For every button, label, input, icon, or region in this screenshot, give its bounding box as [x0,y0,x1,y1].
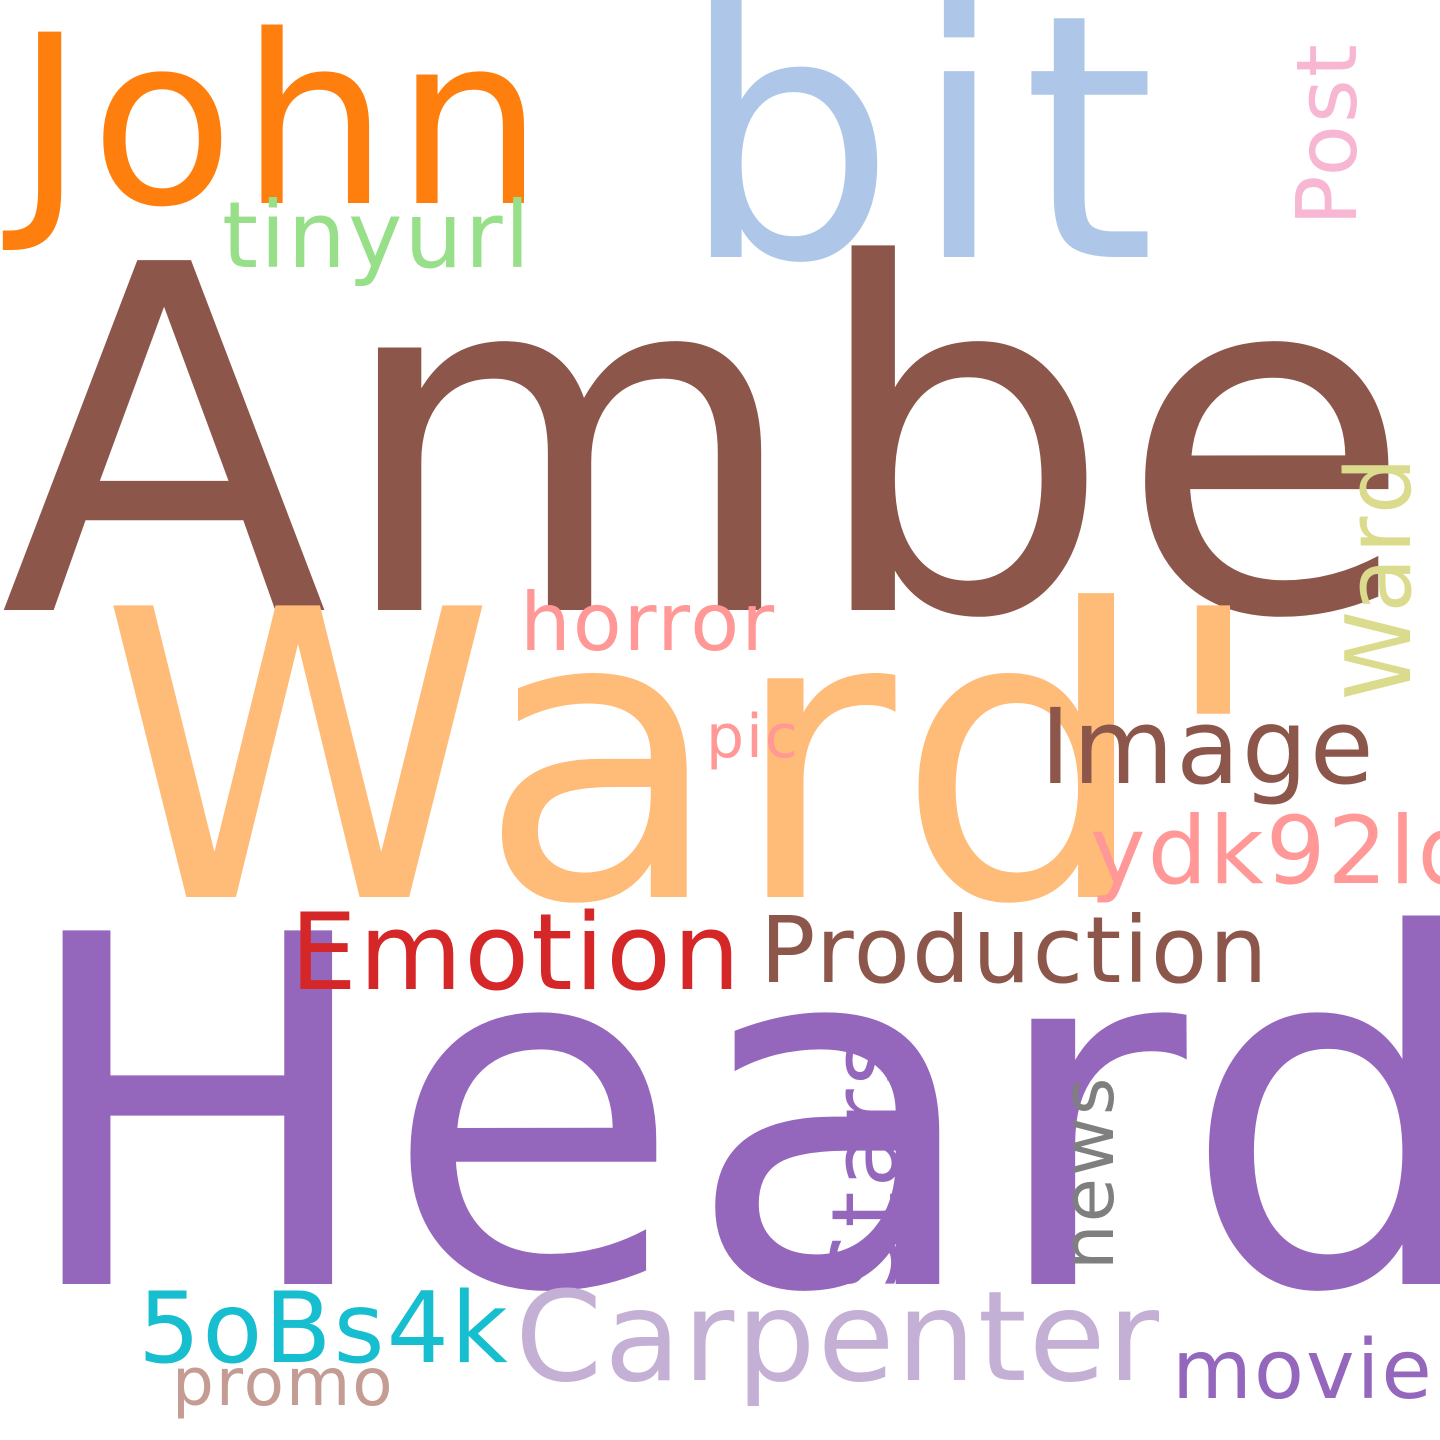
word-stars: Stars [812,1033,919,1290]
word-image: Image [1040,686,1376,808]
word-ward-apostrophe: Ward' [100,527,1277,992]
word-ydk92lq: ydk92lq [1090,797,1440,906]
word-ward: Ward [1327,453,1432,700]
word-5obs4k: 5oBs4k [138,1272,510,1386]
word-carpenter: Carpenter [515,1265,1162,1410]
word-emotion: Emotion [290,891,743,1014]
word-horror: horror [520,576,777,669]
word-bit: bit [680,0,1172,338]
word-production: Production [760,897,1270,1004]
word-news: news [1046,1075,1130,1270]
word-heard: Heard [15,835,1440,1399]
word-tinyurl: tinyurl [222,182,533,289]
word-john: John [15,0,550,259]
word-amber: Amber [0,165,1440,724]
word-promo: promo [172,1344,395,1421]
word-post: Post [1278,42,1376,226]
word-movie: movie [1172,1323,1434,1418]
word-pic: pic [706,702,800,772]
